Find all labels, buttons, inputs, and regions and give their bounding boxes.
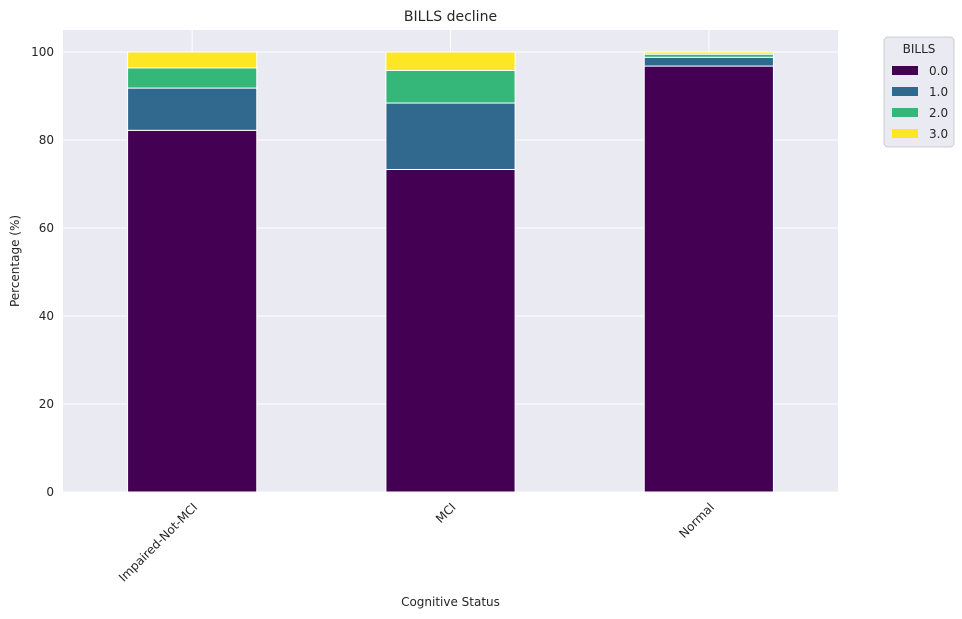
legend-title: BILLS — [903, 42, 936, 56]
legend-swatch — [892, 108, 918, 117]
legend-label: 2.0 — [929, 106, 948, 120]
legend-items: 0.0 1.0 2.0 3.0 — [892, 64, 948, 141]
bar-segment-0-0 — [127, 129, 258, 493]
chart-title: BILLS decline — [404, 9, 497, 25]
y-tick-label: 20 — [39, 397, 54, 411]
legend-label: 0.0 — [929, 64, 948, 78]
legend-label: 1.0 — [929, 85, 948, 99]
y-tick-label: 100 — [31, 45, 54, 59]
bar-segment-0-2 — [643, 65, 774, 493]
y-tick-label: 0 — [46, 485, 54, 499]
x-tick-label: Impaired-Not-MCI — [116, 500, 200, 584]
bars — [127, 51, 774, 493]
legend-swatch — [892, 66, 918, 75]
bar-segment-2-1 — [385, 69, 516, 104]
bar-segment-3-0 — [127, 51, 258, 69]
bar-segment-3-2 — [643, 51, 774, 55]
x-tick-label: Normal — [676, 500, 717, 541]
bar-segment-1-2 — [643, 56, 774, 67]
x-axis-ticks: Impaired-Not-MCI MCI Normal — [116, 500, 717, 584]
x-axis-label: Cognitive Status — [401, 595, 500, 609]
bar-segment-1-1 — [385, 102, 516, 170]
y-tick-label: 40 — [39, 309, 54, 323]
legend: BILLS 0.0 1.0 2.0 3.0 — [883, 36, 955, 148]
x-tick-label: MCI — [433, 500, 459, 526]
bar-segment-2-0 — [127, 67, 258, 89]
y-axis-ticks: 0 20 40 60 80 100 — [31, 45, 54, 499]
y-axis-label: Percentage (%) — [8, 215, 22, 307]
legend-box — [883, 36, 955, 148]
legend-swatch — [892, 129, 918, 138]
bar-segment-3-1 — [385, 51, 516, 71]
y-tick-label: 60 — [39, 221, 54, 235]
bar-segment-1-0 — [127, 87, 258, 131]
legend-label: 3.0 — [929, 127, 948, 141]
bar-segment-0-1 — [385, 168, 516, 493]
legend-swatch — [892, 87, 918, 96]
y-tick-label: 80 — [39, 133, 54, 147]
